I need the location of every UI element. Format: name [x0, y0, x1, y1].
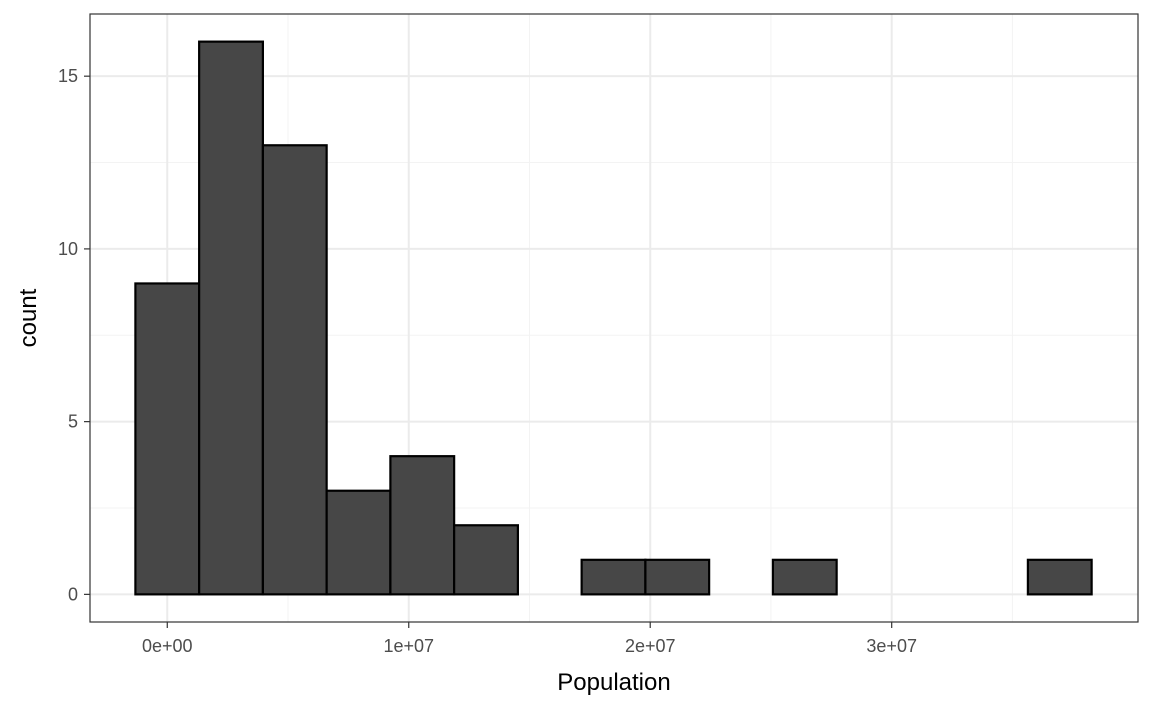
histogram-bar — [198, 40, 264, 596]
x-axis: 0e+00 1e+07 2e+07 3e+07 — [142, 622, 917, 656]
x-axis-title: Population — [557, 669, 670, 696]
x-tick-label: 3e+07 — [866, 636, 917, 656]
y-tick-label: 5 — [68, 412, 78, 432]
histogram-bar — [771, 558, 838, 596]
y-axis: 0 5 10 15 — [58, 66, 90, 604]
histogram-bars — [134, 40, 1093, 596]
histogram-bar — [580, 558, 647, 596]
panel-border — [89, 13, 1139, 623]
y-axis-title: count — [15, 288, 42, 347]
histogram-bar — [261, 144, 328, 596]
y-tick-label: 15 — [58, 66, 78, 86]
histogram-bar — [453, 524, 519, 596]
y-tick-label: 0 — [68, 584, 78, 604]
x-tick-label: 1e+07 — [383, 636, 434, 656]
histogram-bar — [644, 558, 711, 596]
y-tick-label: 10 — [58, 239, 78, 259]
histogram-bar — [134, 282, 201, 596]
histogram-bar — [1026, 558, 1093, 596]
histogram-bar — [325, 489, 392, 596]
histogram-bar — [389, 455, 456, 596]
x-tick-label: 2e+07 — [625, 636, 676, 656]
x-tick-label: 0e+00 — [142, 636, 193, 656]
